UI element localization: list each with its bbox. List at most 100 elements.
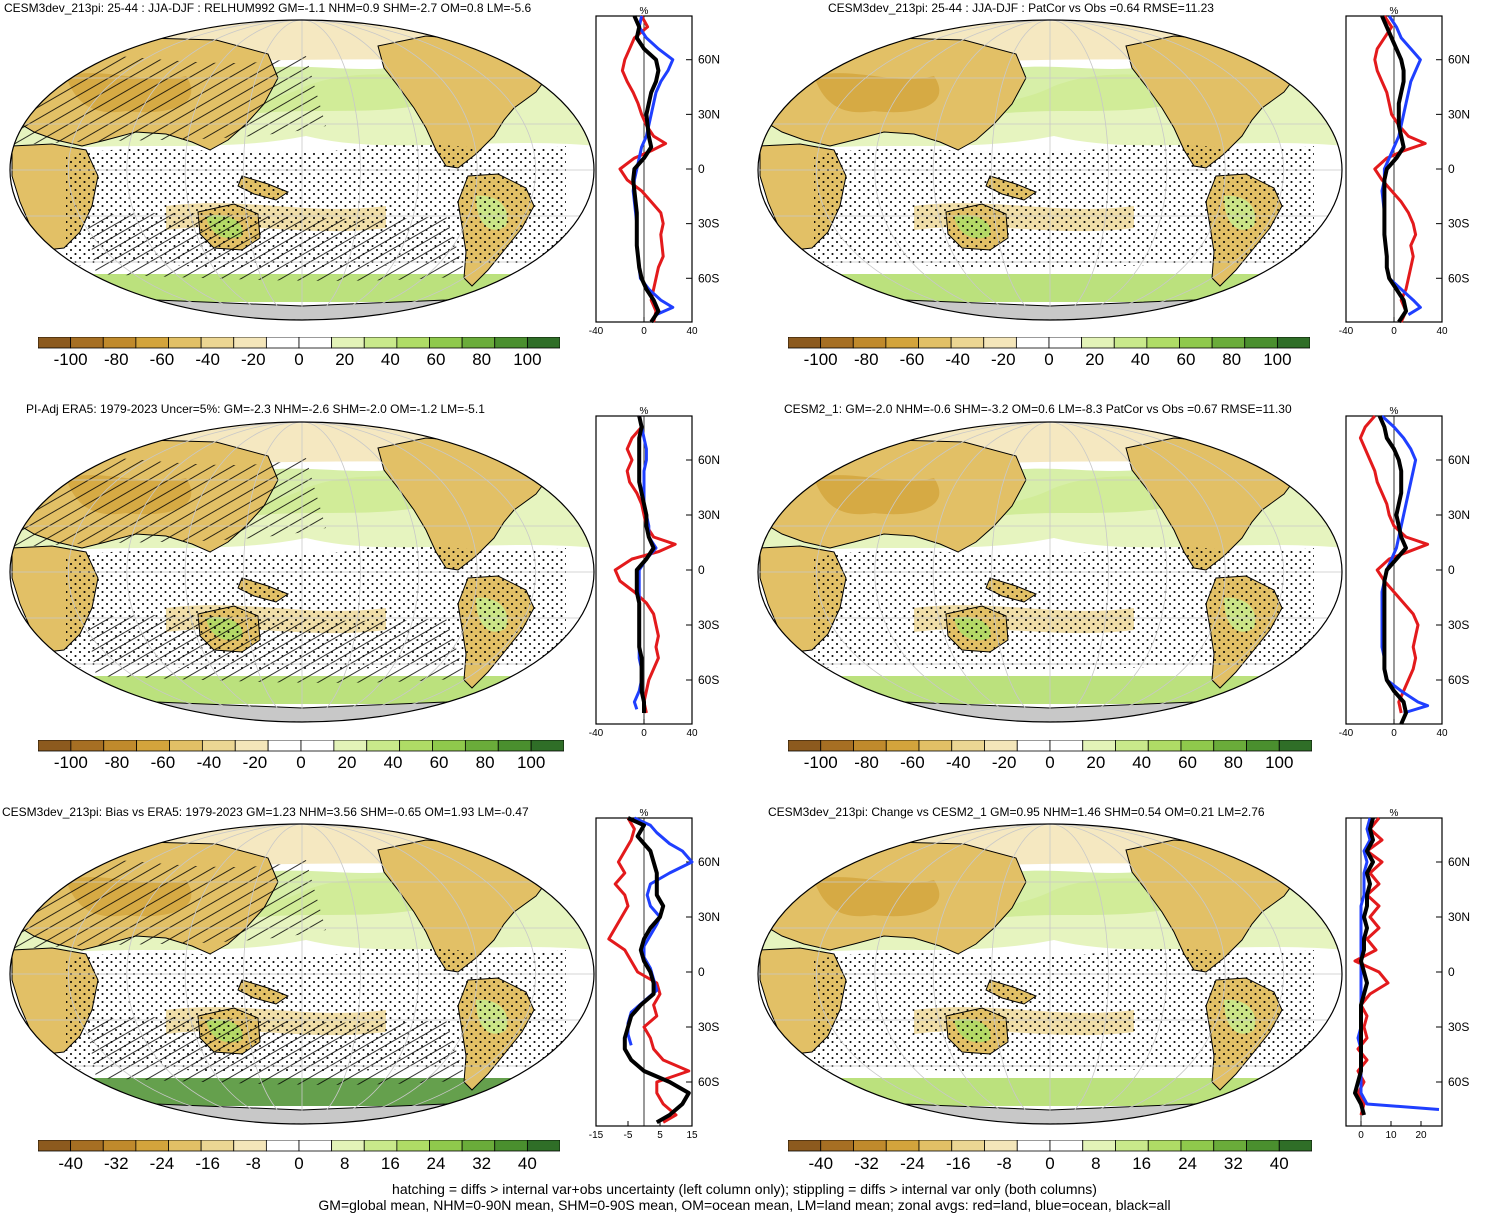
colorbar-tick-label: -24 — [149, 1154, 175, 1173]
colorbar-box — [1213, 1140, 1247, 1152]
colorbar-tick-label: 60 — [429, 753, 449, 772]
colorbar-tick-label: 80 — [472, 350, 492, 369]
colorbar-box — [200, 1140, 235, 1152]
zonal-x-tick-label: -40 — [1339, 728, 1354, 739]
zonal-series-all — [622, 816, 691, 1125]
footer-line-1: hatching = diffs > internal var+obs unce… — [392, 1181, 1097, 1197]
colorbar-box — [494, 337, 528, 349]
colorbar-tick-label: 60 — [1176, 350, 1196, 369]
colorbar-box — [1213, 740, 1247, 752]
colorbar-tick-label: -40 — [58, 1154, 83, 1173]
colorbar-box — [169, 740, 203, 752]
colorbar-box — [70, 740, 105, 752]
colorbar-box — [1049, 740, 1084, 752]
colorbar-tick-label: 32 — [472, 1154, 492, 1173]
zonal-average-plot: % 60N 30N 0 30S 60S -40 0 40 — [1339, 6, 1470, 337]
colorbar-box — [1049, 1140, 1084, 1152]
colorbar-box — [1147, 740, 1182, 752]
colorbar-tick-label: -100 — [53, 753, 88, 772]
colorbar — [788, 1140, 1312, 1152]
colorbar-box — [1016, 1140, 1051, 1152]
colorbar-tick-label: 0 — [294, 350, 304, 369]
zonal-lat-tick-label: 30S — [1448, 217, 1469, 231]
zonal-lat-tick-label: 30N — [1448, 508, 1470, 522]
colorbar-box — [788, 1140, 822, 1152]
zonal-series-land — [1358, 415, 1430, 714]
colorbar-box — [1015, 337, 1050, 349]
zonal-lat-tick-label: 0 — [1448, 162, 1455, 176]
colorbar-tick-label: -80 — [104, 350, 129, 369]
panel-title: CESM2_1: GM=-2.0 NHM=-0.6 SHM=-3.2 OM=0.… — [784, 402, 1292, 416]
colorbar-tick-label: -40 — [195, 350, 220, 369]
colorbar-tick-label: -100 — [803, 350, 838, 369]
zonal-lat-tick-label: 0 — [698, 563, 705, 577]
colorbar-box — [530, 740, 564, 752]
colorbar-tick-label: -80 — [854, 350, 879, 369]
colorbar-box — [366, 740, 401, 752]
colorbar-tick-label: 40 — [1132, 753, 1152, 772]
colorbar-tick-label: -32 — [854, 1154, 879, 1173]
colorbar-tick-label: -60 — [900, 753, 925, 772]
zonal-series-all — [1377, 415, 1408, 725]
colorbar-box — [885, 1140, 920, 1152]
zonal-lat-tick-label: 60N — [1448, 855, 1470, 869]
colorbar-box — [950, 337, 985, 349]
zonal-x-tick-label: -5 — [624, 1130, 633, 1141]
zonal-x-tick-label: 0 — [1391, 326, 1397, 337]
zonal-average-plot: % 60N 30N 0 30S 60S -15 -5 5 15 — [589, 808, 720, 1141]
colorbar-tick-label: 0 — [294, 1154, 304, 1173]
zonal-lat-tick-label: 60S — [698, 1075, 719, 1089]
colorbar-box — [396, 337, 430, 349]
colorbar-box — [951, 740, 985, 752]
colorbar-tick-label: 20 — [1085, 350, 1105, 369]
colorbar-box — [1115, 740, 1149, 752]
zonal-unit-label: % — [1390, 406, 1399, 417]
zonal-lat-tick-label: 60S — [1448, 673, 1469, 687]
colorbar-box — [298, 337, 333, 349]
colorbar-box — [399, 740, 433, 752]
world-map — [9, 421, 595, 723]
world-map — [9, 19, 595, 321]
zonal-x-tick-label: 40 — [686, 326, 698, 337]
zonal-x-tick-label: 5 — [657, 1130, 663, 1141]
zonal-lat-tick-label: 60N — [698, 453, 720, 467]
colorbar-tick-label: -20 — [241, 350, 266, 369]
colorbar-labels: -100 -80 -60 -40 -20 0 20 40 60 80 100 — [788, 753, 1312, 773]
zonal-lat-tick-label: 0 — [698, 162, 705, 176]
colorbar-box — [1211, 337, 1246, 349]
colorbar-tick-label: 80 — [1222, 350, 1242, 369]
zonal-x-tick-label: 20 — [1415, 1130, 1427, 1141]
zonal-x-tick-label: -40 — [589, 728, 604, 739]
colorbar-box — [1278, 1140, 1312, 1152]
zonal-x-tick-label: 40 — [1436, 728, 1448, 739]
colorbar-box — [885, 740, 920, 752]
colorbar-box — [820, 740, 854, 752]
colorbar-box — [331, 1140, 365, 1152]
colorbar-box — [168, 1140, 202, 1152]
colorbar-tick-label: -100 — [803, 753, 838, 772]
zonal-series-ocean — [1356, 817, 1440, 1111]
colorbar-tick-label: -8 — [245, 1154, 261, 1173]
colorbar-box — [820, 337, 854, 349]
zonal-x-tick-label: 0 — [1358, 1130, 1364, 1141]
colorbar-box — [333, 740, 368, 752]
colorbar-tick-label: 24 — [426, 1154, 446, 1173]
colorbar-box — [1147, 1140, 1182, 1152]
zonal-lat-tick-label: 0 — [1448, 563, 1455, 577]
colorbar-box — [1115, 1140, 1149, 1152]
colorbar-box — [396, 1140, 430, 1152]
zonal-average-plot: % 60N 30N 0 30S 60S -40 0 40 — [589, 6, 720, 337]
colorbar-tick-label: 20 — [335, 350, 355, 369]
world-map — [757, 19, 1343, 321]
panel-title: CESM3dev_213pi: 25-44 : JJA-DJF : RELHUM… — [4, 1, 532, 15]
footer-line-2: GM=global mean, NHM=0-90N mean, SHM=0-90… — [318, 1197, 1171, 1213]
colorbar-tick-label: 40 — [517, 1154, 537, 1173]
zonal-unit-label: % — [1390, 6, 1399, 17]
colorbar-tick-label: 20 — [337, 753, 357, 772]
colorbar-tick-label: 40 — [380, 350, 400, 369]
colorbar-tick-label: -20 — [991, 753, 1017, 772]
colorbar-tick-label: 0 — [1044, 350, 1054, 369]
colorbar-labels: -40 -32 -24 -16 -8 0 8 16 24 32 40 — [788, 1154, 1312, 1174]
colorbar-tick-label: 8 — [1091, 1154, 1101, 1173]
colorbar-box — [1179, 337, 1213, 349]
